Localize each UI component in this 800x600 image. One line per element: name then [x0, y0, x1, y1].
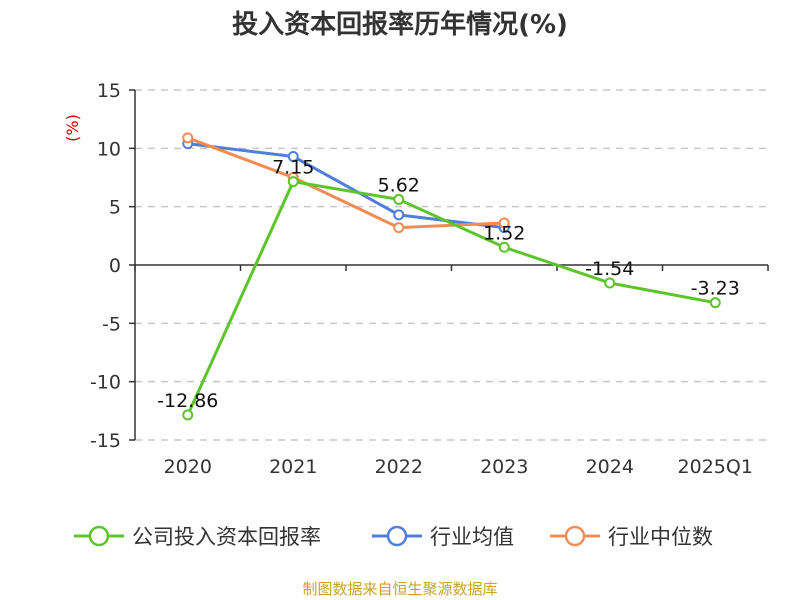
y-tick-labels: 15 10 5 0 -5 -10 -15: [90, 80, 121, 452]
y-tick-label: 10: [97, 138, 121, 160]
data-label-2021: 7.15: [272, 157, 314, 179]
y-tick-label: 5: [109, 197, 121, 219]
series-point-0-3: [498, 241, 510, 253]
series-point-1-1: [287, 151, 299, 162]
series-point-0-5: [709, 297, 721, 309]
data-labels: -12.86 7.15 5.62 1.52 -1.54 -3.23: [157, 157, 740, 412]
x-tick-label-2020: 2020: [164, 456, 212, 478]
series-point-2-2: [393, 222, 405, 234]
data-label-2025Q1: -3.23: [691, 278, 740, 300]
legend-item-2: 行业中位数: [548, 518, 713, 554]
source-note: 制图数据来自恒生聚源数据库: [302, 580, 498, 598]
x-tick-label-2022: 2022: [375, 456, 423, 478]
legend-item-0: 公司投入资本回报率: [72, 518, 321, 554]
x-tick-label-2021: 2021: [269, 456, 317, 478]
legend-label: 公司投入资本回报率: [132, 525, 321, 549]
data-label-2024: -1.54: [585, 258, 634, 280]
x-tick-label-2024: 2024: [586, 456, 634, 478]
legend-label: 行业中位数: [608, 525, 713, 549]
series-point-0-0: [182, 409, 194, 421]
series-point-0-4: [604, 277, 616, 289]
series-group: [182, 132, 721, 421]
series-line-0: [186, 180, 716, 416]
y-tick-label: 0: [109, 255, 121, 277]
series-point-0-1: [287, 176, 299, 188]
x-tick-labels: 2020 2021 2022 2023 2024 2025Q1: [164, 456, 753, 478]
y-tick-label: -15: [90, 430, 121, 452]
y-tick-label: 15: [97, 80, 121, 102]
chart-title: 投入资本回报率历年情况(%): [232, 10, 568, 40]
series-point-2-3: [498, 217, 510, 229]
y-tick-label: -10: [90, 372, 121, 394]
legend: 公司投入资本回报率 行业均值 行业中位数: [0, 518, 800, 554]
data-label-2022: 5.62: [378, 174, 420, 196]
axes: [129, 89, 769, 441]
data-label-2020: -12.86: [157, 390, 218, 412]
legend-marker-icon: [550, 525, 600, 547]
series-line-2: [187, 136, 505, 230]
legend-item-1: 行业均值: [370, 518, 514, 554]
legend-marker-icon: [372, 525, 422, 547]
y-axis-label: (%): [63, 114, 82, 142]
legend-marker-icon: [74, 525, 124, 547]
x-tick-label-2025Q1: 2025Q1: [678, 456, 753, 478]
series-line-1: [187, 142, 505, 230]
legend-label: 行业均值: [430, 525, 514, 549]
y-tick-label: -5: [102, 313, 121, 335]
data-label-2023: 1.52: [483, 222, 525, 244]
series-point-1-2: [393, 209, 405, 221]
x-tick-label-2023: 2023: [480, 456, 528, 478]
series-point-0-2: [393, 193, 405, 205]
grid-lines: [135, 89, 768, 441]
series-point-2-0: [182, 132, 194, 144]
